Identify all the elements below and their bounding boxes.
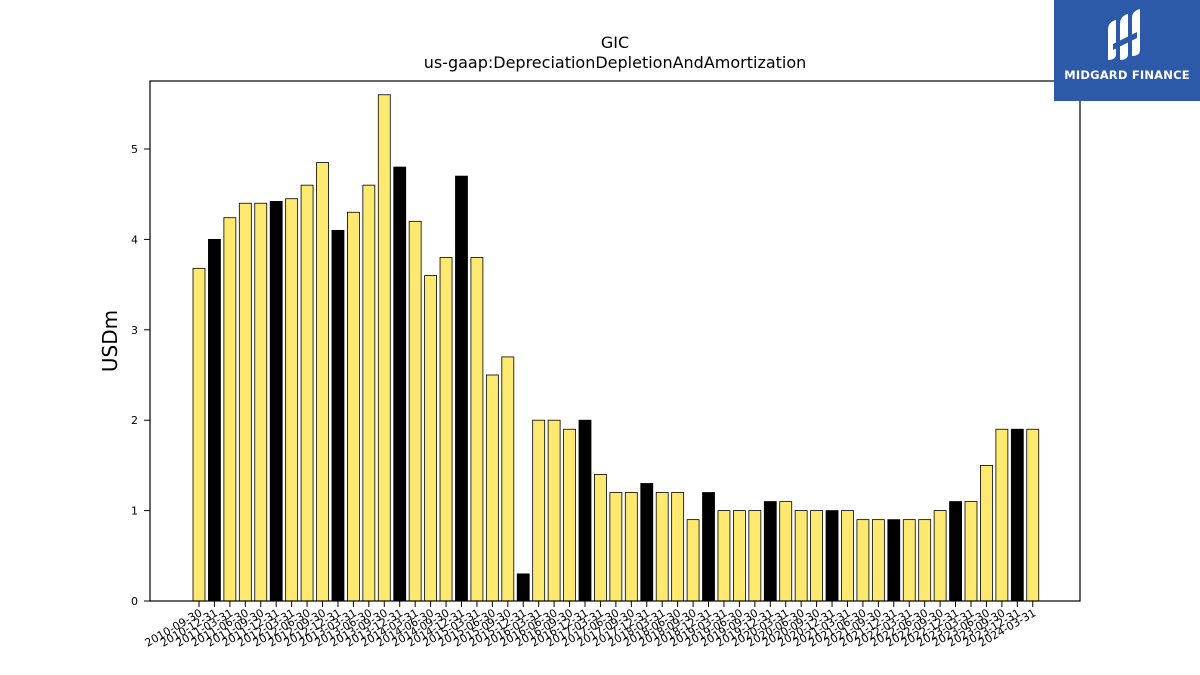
- bar-2015-03-31: [470, 257, 484, 602]
- bar-2011-12-31: [269, 201, 283, 602]
- x-axis-ticks: 2010-09-302010-12-312011-03-312011-06-30…: [143, 601, 1038, 650]
- bar-2017-12-31: [640, 483, 654, 602]
- bar-2020-12-31: [825, 510, 839, 602]
- bar-2017-03-31: [594, 474, 607, 602]
- bar-2020-06-30: [794, 510, 808, 602]
- bar-2014-12-31: [455, 175, 468, 602]
- bar-2014-09-30: [439, 257, 453, 602]
- y-tick-label: 3: [131, 324, 138, 337]
- bar-2011-06-30: [238, 202, 252, 602]
- bar-2017-09-30: [624, 492, 638, 602]
- plot-area-frame: [149, 80, 1081, 602]
- bar-2016-12-31: [578, 419, 592, 602]
- bar-2017-06-30: [609, 492, 623, 602]
- bar-2024-03-31: [1026, 428, 1040, 602]
- midgard-logo-icon: [1108, 9, 1140, 60]
- bar-2010-12-31: [208, 238, 221, 602]
- bar-2023-09-30: [995, 428, 1009, 602]
- bar-2018-06-30: [671, 492, 685, 602]
- bar-2015-12-31: [516, 573, 530, 602]
- bar-2023-12-31: [1010, 428, 1024, 602]
- bar-2012-03-31: [285, 198, 299, 602]
- y-tick-label: 0: [131, 595, 138, 608]
- bar-2016-09-30: [563, 428, 576, 602]
- bar-2021-06-30: [856, 519, 870, 602]
- bar-2023-06-30: [980, 464, 993, 602]
- bar-2014-03-31: [408, 220, 422, 602]
- chart-title: GIC: [601, 33, 629, 52]
- bar-2010-09-30: [192, 267, 206, 602]
- y-tick-label: 4: [131, 233, 138, 246]
- brand-logo-text: MIDGARD FINANCE: [1064, 68, 1190, 82]
- chart-subtitle: us-gaap:DepreciationDepletionAndAmortiza…: [424, 53, 807, 72]
- y-tick-label: 1: [131, 505, 138, 518]
- bar-2019-09-30: [748, 510, 762, 602]
- bar-2018-03-31: [655, 492, 669, 602]
- y-tick-label: 5: [131, 143, 138, 156]
- y-tick-label: 2: [131, 414, 138, 427]
- bar-2019-03-31: [717, 510, 731, 602]
- bar-2013-09-30: [377, 94, 391, 602]
- bar-2020-09-30: [810, 510, 823, 602]
- bar-2019-12-31: [763, 501, 777, 602]
- bar-2012-09-30: [316, 162, 329, 602]
- bar-2013-03-31: [346, 211, 360, 602]
- bars: [192, 94, 1040, 602]
- bar-2022-09-30: [933, 510, 947, 602]
- bar-2014-06-30: [424, 275, 438, 602]
- bar-2021-03-31: [841, 510, 854, 602]
- bar-2019-06-30: [733, 510, 746, 602]
- brand-logo: MIDGARD FINANCE: [1054, 0, 1200, 101]
- bar-2016-06-30: [547, 419, 561, 602]
- bar-2015-09-30: [501, 356, 515, 602]
- y-axis-ticks: 0 1 2 3 4 5: [131, 143, 150, 608]
- bar-2020-03-31: [779, 501, 793, 602]
- bar-2022-03-31: [902, 519, 916, 602]
- bar-2015-06-30: [485, 374, 499, 602]
- bar-2018-12-31: [702, 492, 715, 602]
- bar-2012-12-31: [331, 229, 345, 602]
- y-axis-label: USDm: [98, 310, 122, 372]
- bar-2011-09-30: [254, 202, 268, 602]
- bar-2016-03-31: [532, 419, 546, 602]
- bar-2022-12-31: [949, 501, 962, 602]
- bar-2013-06-30: [362, 184, 376, 602]
- bar-2013-12-31: [393, 166, 407, 602]
- bar-2022-06-30: [918, 519, 932, 602]
- bar-2018-09-30: [686, 519, 700, 602]
- bar-2021-12-31: [887, 519, 901, 602]
- bar-2023-03-31: [964, 501, 978, 602]
- bar-2012-06-30: [300, 184, 314, 602]
- bar-2021-09-30: [871, 519, 885, 602]
- bar-2011-03-31: [223, 217, 237, 602]
